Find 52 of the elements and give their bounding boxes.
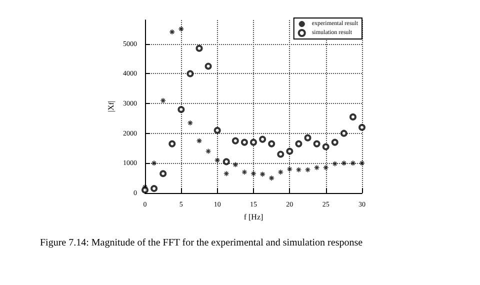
- point: [232, 162, 238, 168]
- point: [196, 44, 203, 52]
- point: [277, 150, 284, 158]
- point: [260, 171, 266, 178]
- point: [295, 140, 302, 148]
- point: [286, 166, 293, 172]
- point: [150, 185, 158, 192]
- point: [178, 26, 184, 32]
- point: [214, 157, 220, 164]
- point: [169, 29, 176, 35]
- point: [278, 169, 284, 176]
- point: [242, 169, 248, 176]
- point: [187, 120, 194, 126]
- point: [313, 140, 320, 148]
- point: [250, 170, 256, 177]
- x-axis-title: f [Hz]: [244, 212, 264, 222]
- point: [205, 148, 212, 154]
- point: [250, 138, 257, 146]
- point: [222, 158, 230, 166]
- point: [296, 166, 302, 173]
- point: [259, 136, 266, 143]
- point: [304, 134, 312, 142]
- point: [322, 143, 330, 150]
- point: [168, 140, 176, 148]
- point: [286, 148, 294, 155]
- point: [322, 164, 329, 171]
- point: [232, 137, 239, 144]
- point: [160, 98, 166, 104]
- point: [186, 70, 194, 78]
- point: [196, 138, 202, 144]
- point: [268, 140, 276, 148]
- point: [151, 160, 157, 166]
- point: [268, 175, 274, 181]
- point: [142, 186, 148, 194]
- point: [358, 124, 366, 131]
- point: [349, 113, 356, 120]
- point: [142, 184, 148, 190]
- point: [223, 170, 230, 177]
- point: [160, 170, 167, 178]
- point: [341, 160, 347, 166]
- point: [350, 160, 356, 166]
- point: [204, 62, 212, 70]
- point: [214, 126, 221, 134]
- point: [314, 164, 320, 171]
- point: [359, 160, 365, 166]
- point: [304, 166, 311, 173]
- point: [178, 106, 185, 113]
- caption: Figure 7.14: Magnitude of the FFT for the experimental and simulation response: [40, 238, 364, 248]
- point: [331, 138, 338, 146]
- point: [332, 160, 338, 167]
- point: [340, 130, 348, 137]
- point: [240, 138, 248, 146]
